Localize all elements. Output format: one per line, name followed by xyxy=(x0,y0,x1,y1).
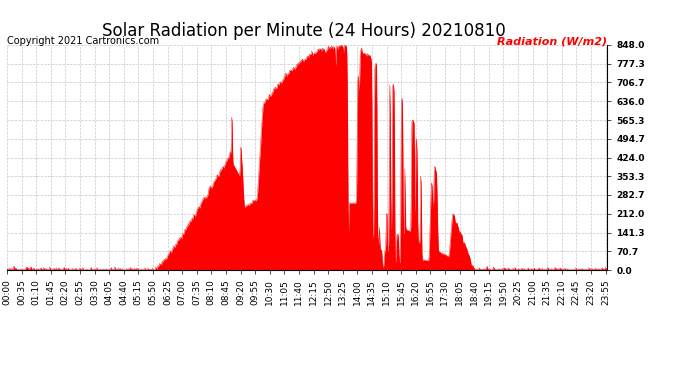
Text: Solar Radiation per Minute (24 Hours) 20210810: Solar Radiation per Minute (24 Hours) 20… xyxy=(101,22,506,40)
Text: Copyright 2021 Cartronics.com: Copyright 2021 Cartronics.com xyxy=(7,36,159,46)
Text: Radiation (W/m2): Radiation (W/m2) xyxy=(497,36,607,46)
